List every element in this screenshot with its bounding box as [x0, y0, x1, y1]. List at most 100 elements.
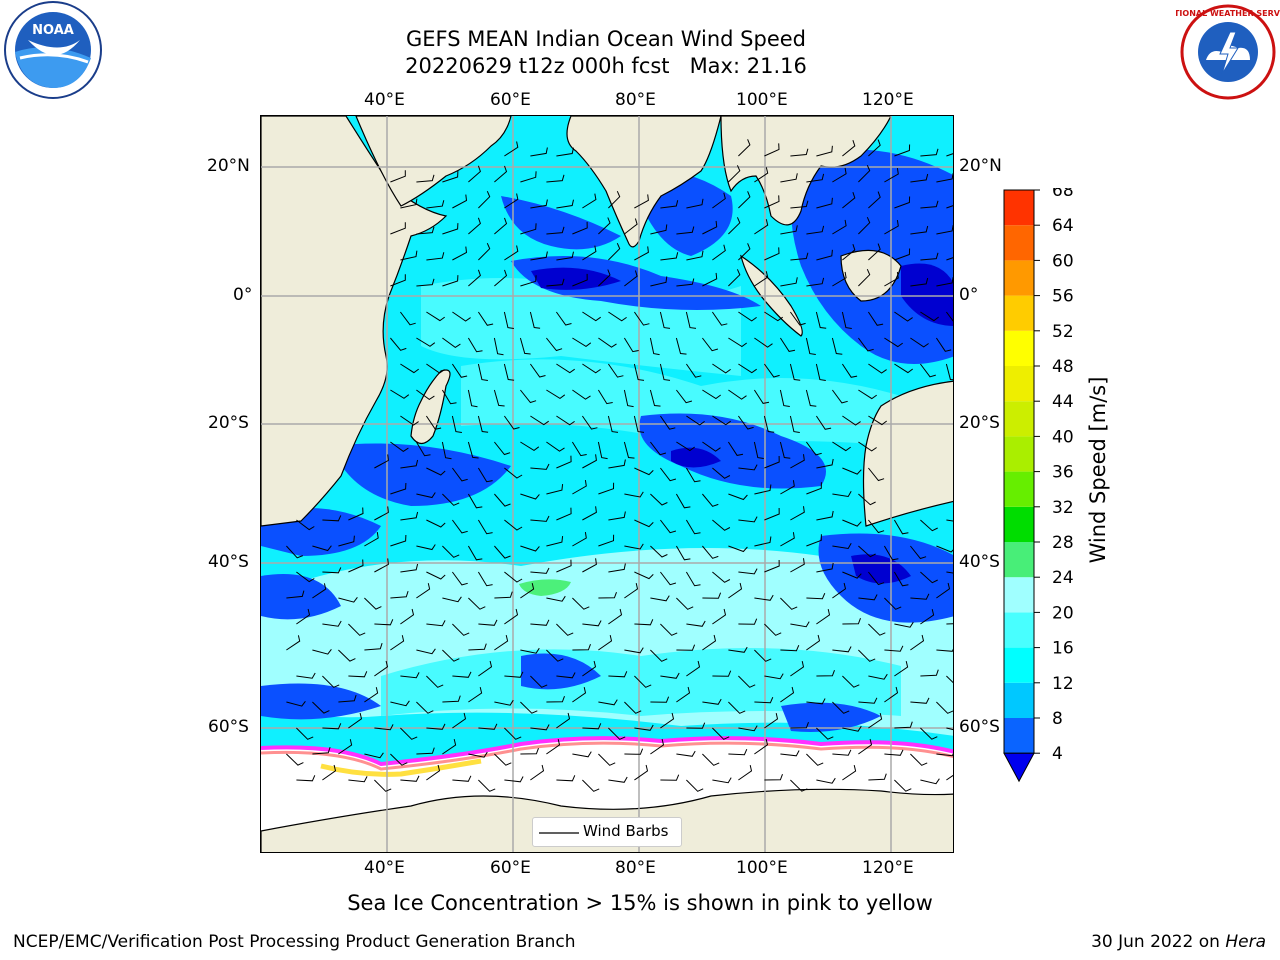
wind-barb [832, 219, 847, 235]
wind-barb [520, 647, 540, 654]
wind-barb [675, 545, 691, 561]
wind-barb [920, 363, 936, 378]
wind-barb [728, 269, 741, 287]
wind-barb [832, 441, 851, 452]
wind-barb [442, 171, 459, 183]
wind-barb [702, 220, 718, 235]
lat-label-left-60s: 60°S [208, 717, 249, 737]
wind-barb [831, 389, 848, 404]
wind-barb [754, 738, 769, 755]
wind-barb [530, 675, 548, 688]
wind-barb [468, 165, 481, 183]
wind-barb [338, 535, 355, 547]
wind-barb [400, 727, 418, 740]
wind-barb [390, 337, 407, 351]
wind-barb [571, 441, 587, 457]
wind-barb [806, 482, 822, 495]
lat-label-right-40s: 40°S [959, 552, 1000, 572]
wind-barb [832, 543, 852, 550]
wind-barb [884, 168, 899, 183]
wind-barb [322, 764, 337, 781]
colorbar-tick-label: 28 [1052, 533, 1074, 553]
wind-barb [780, 645, 800, 652]
wind-barb [572, 532, 587, 547]
wind-barb [374, 779, 392, 792]
wind-barb [728, 646, 748, 653]
wind-barb [338, 649, 356, 662]
colorbar-tick-label: 8 [1052, 709, 1063, 729]
wind-barb [779, 337, 796, 352]
wind-barb [520, 389, 537, 404]
wind-barb [884, 597, 902, 610]
wind-barb [556, 199, 574, 209]
deep-blue-madagascar [331, 443, 511, 506]
wind-barb [624, 582, 639, 599]
colorbar-tick-label: 36 [1052, 463, 1074, 483]
wind-barb [702, 337, 719, 352]
wind-barb [322, 515, 342, 522]
wind-barb [780, 173, 798, 183]
wind-barb [572, 337, 592, 348]
wind-barb [780, 532, 795, 547]
wind-barb [546, 595, 566, 602]
wind-barb [416, 337, 436, 347]
wind-barb [884, 272, 899, 287]
wind-barb [920, 608, 935, 625]
wind-barb [858, 165, 871, 183]
wind-barb [400, 672, 420, 679]
wind-barb [675, 337, 687, 355]
colorbar-tick-label: 48 [1052, 357, 1074, 377]
wind-barb [556, 363, 575, 374]
wind-barb [946, 623, 953, 625]
wind-barb [764, 623, 782, 636]
wind-barb [312, 701, 330, 714]
wind-barb [582, 723, 602, 730]
wind-barb [608, 608, 623, 625]
wind-barb [426, 467, 446, 476]
wind-barb [728, 389, 747, 400]
wind-barb [650, 493, 668, 506]
wind-barb [816, 727, 834, 740]
wind-barb [712, 571, 731, 583]
wind-barb [504, 467, 523, 479]
wind-barb [452, 194, 468, 209]
wind-barb [920, 571, 938, 584]
wind-barb [504, 245, 519, 261]
wind-barb [946, 727, 953, 731]
colorbar-segment [1004, 295, 1034, 331]
wind-barb [946, 675, 953, 684]
wind-barb [910, 225, 929, 235]
wind-barb [832, 491, 852, 498]
wind-barb [286, 753, 304, 766]
wind-barb [676, 597, 694, 610]
wind-barb [738, 764, 753, 781]
wind-barb [400, 608, 415, 625]
wind-barb [467, 545, 483, 561]
wind-barb [556, 251, 574, 261]
wind-barb [858, 697, 878, 704]
wind-barb [442, 337, 461, 349]
colorbar: 4 8 12 16 20 24 28 32 36 40 44 48 52 56 60 64 68 [1002, 181, 1082, 792]
wind-barb [894, 721, 913, 729]
wind-barb [582, 454, 597, 469]
wind-barb [841, 311, 852, 329]
wind-barb [546, 226, 565, 235]
wind-barb [816, 458, 834, 469]
wind-barb [676, 441, 695, 452]
wind-barb [494, 441, 511, 456]
wind-barb [712, 415, 731, 426]
deep-blue-south-3 [781, 702, 881, 732]
colorbar-segment [1004, 612, 1034, 648]
wind-barb [806, 698, 826, 705]
wind-barb [728, 701, 746, 714]
wind-barb [504, 727, 522, 740]
wind-barb [390, 700, 410, 707]
wind-barb [582, 620, 602, 627]
wind-barb [806, 593, 826, 600]
wind-barb [598, 699, 618, 706]
wind-barb [416, 174, 435, 183]
wind-barb [946, 571, 953, 574]
wind-barb [493, 337, 504, 356]
wind-barb [390, 635, 405, 651]
wind-barb [712, 727, 730, 740]
